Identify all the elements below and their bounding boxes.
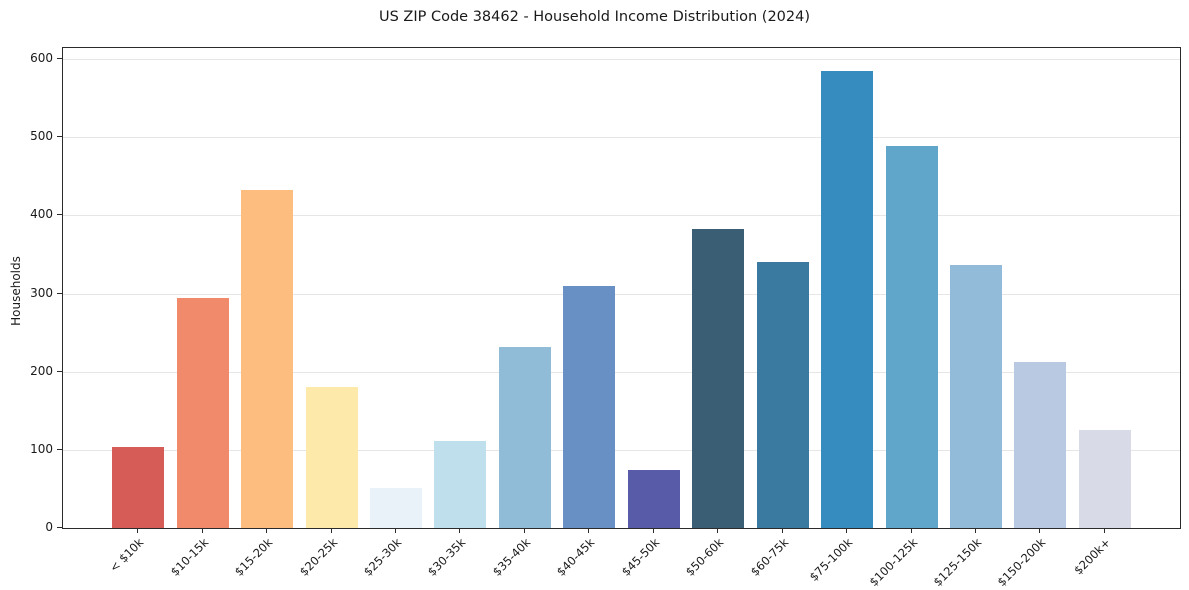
bar — [1078, 430, 1131, 528]
gridline — [63, 215, 1180, 217]
plot-area — [62, 47, 1181, 529]
y-tick-label: 0 — [45, 520, 53, 534]
x-tick-mark — [201, 528, 203, 533]
gridline — [63, 449, 1180, 451]
bar — [885, 145, 938, 528]
x-tick-mark — [588, 528, 590, 533]
x-tick-mark — [137, 528, 139, 533]
y-tick-mark — [57, 527, 62, 528]
x-tick-mark — [974, 528, 976, 533]
chart-title: US ZIP Code 38462 - Household Income Dis… — [378, 9, 811, 25]
x-tick-label: < $10k — [106, 535, 147, 575]
bar — [563, 285, 616, 528]
y-tick-label: 500 — [30, 129, 53, 144]
x-tick-mark — [266, 528, 268, 533]
bar — [1014, 361, 1067, 528]
x-tick-mark — [1103, 528, 1105, 533]
x-tick-mark — [846, 528, 847, 533]
y-tick-mark — [57, 57, 62, 59]
y-tick-mark — [57, 370, 62, 372]
x-tick-mark — [459, 528, 461, 533]
gridline — [63, 137, 1180, 139]
bar — [112, 446, 165, 528]
x-tick-mark — [910, 528, 912, 533]
y-tick-mark — [57, 136, 62, 138]
gridline — [63, 58, 1180, 60]
bar — [627, 470, 680, 528]
y-tick-label: 600 — [30, 50, 53, 65]
x-tick-mark — [717, 528, 719, 533]
bar — [241, 190, 294, 528]
bar — [756, 262, 809, 528]
bar — [370, 488, 422, 528]
x-tick-mark — [330, 528, 332, 533]
y-tick-label: 100 — [30, 441, 53, 456]
y-tick-mark — [57, 292, 62, 294]
bar — [949, 265, 1002, 528]
bar — [821, 70, 873, 528]
y-tick-label: 300 — [30, 285, 53, 300]
gridline — [63, 293, 1180, 295]
bar — [305, 386, 358, 528]
bar — [176, 298, 229, 528]
bar — [692, 228, 745, 528]
bar — [434, 441, 487, 528]
x-tick-mark — [395, 528, 396, 533]
y-tick-label: 200 — [30, 363, 53, 378]
x-tick-mark — [523, 528, 525, 533]
y-tick-mark — [57, 214, 62, 216]
x-tick-mark — [652, 528, 654, 533]
x-tick-mark — [781, 528, 783, 533]
y-tick-label: 400 — [30, 207, 53, 222]
y-tick-mark — [57, 448, 62, 450]
gridline — [63, 371, 1180, 373]
x-tick-mark — [1039, 528, 1041, 533]
bar — [498, 347, 551, 528]
